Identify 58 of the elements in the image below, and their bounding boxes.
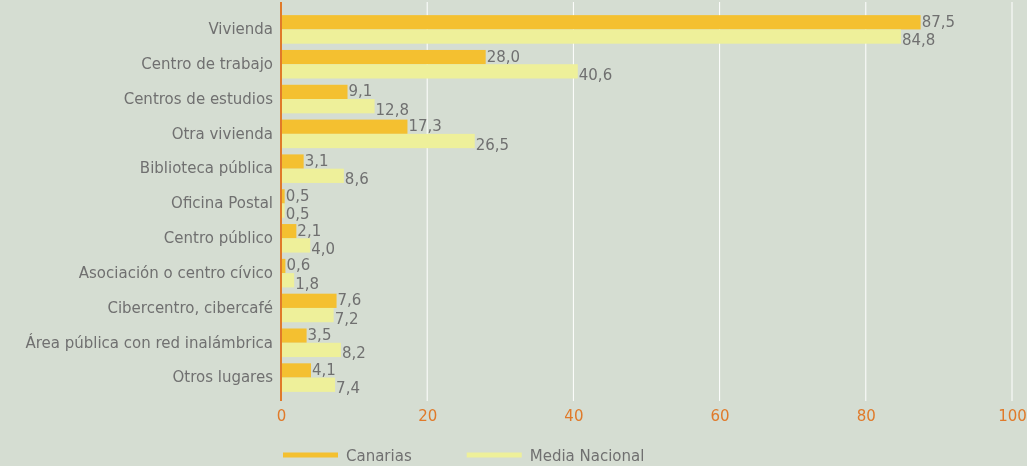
bar <box>281 342 341 358</box>
y-tick-label: Asociación o centro cívico <box>78 263 273 282</box>
data-label: 4,0 <box>311 239 336 258</box>
legend-label: Canarias <box>346 446 412 465</box>
y-tick-label: Vivienda <box>208 20 273 39</box>
data-label: 17,3 <box>408 117 442 136</box>
bar <box>281 328 307 343</box>
data-label: 28,0 <box>486 47 521 66</box>
x-tick-label: 60 <box>710 406 730 425</box>
data-label: 26,5 <box>475 135 510 154</box>
data-label: 2,1 <box>297 221 322 240</box>
bar <box>281 154 304 169</box>
data-label: 0,6 <box>286 256 311 275</box>
data-label: 0,5 <box>285 205 310 224</box>
y-tick-label: Área pública con red inalámbrica <box>25 332 273 352</box>
bar <box>281 84 348 100</box>
bar <box>281 168 344 183</box>
data-label: 7,4 <box>336 379 360 398</box>
x-tick-label: 0 <box>276 406 287 425</box>
bar <box>281 119 408 134</box>
data-label: 7,2 <box>334 309 359 328</box>
bar <box>281 238 311 253</box>
y-tick-label: Cibercentro, cibercafé <box>107 298 273 317</box>
data-label: 8,6 <box>344 170 369 189</box>
bar <box>281 64 578 79</box>
data-label: 3,5 <box>307 326 332 345</box>
data-label: 87,5 <box>921 12 956 31</box>
y-tick-label: Otra vivienda <box>171 124 273 143</box>
y-tick-label: Biblioteca pública <box>139 159 273 178</box>
data-label: 12,8 <box>375 100 409 119</box>
x-tick-label: 40 <box>564 406 584 425</box>
y-tick-label: Oficina Postal <box>171 194 273 213</box>
data-label: 84,8 <box>901 31 936 50</box>
bar <box>281 15 921 30</box>
y-tick-label: Centro de trabajo <box>141 55 273 74</box>
bar <box>281 133 475 149</box>
data-label: 1,8 <box>295 274 320 293</box>
bar <box>281 293 337 308</box>
data-label: 40,6 <box>578 65 613 84</box>
y-tick-label: Centro público <box>163 229 273 248</box>
x-tick-label: 100 <box>998 406 1027 425</box>
bar <box>281 377 336 392</box>
y-tick-label: Centros de estudios <box>123 89 274 108</box>
legend-label: Media Nacional <box>529 446 645 465</box>
y-tick-label: Otros lugares <box>172 368 274 387</box>
x-tick-label: 80 <box>856 406 876 425</box>
bar <box>281 29 901 44</box>
bar <box>281 363 311 378</box>
x-tick-label: 20 <box>418 406 438 425</box>
data-label: 8,2 <box>341 344 366 363</box>
bar <box>281 307 334 323</box>
data-label: 3,1 <box>304 152 329 171</box>
data-label: 0,5 <box>285 186 310 205</box>
data-label: 9,1 <box>348 82 373 101</box>
data-label: 7,6 <box>337 291 362 310</box>
data-label: 4,1 <box>311 360 336 379</box>
bar <box>281 49 486 65</box>
bar <box>281 99 375 114</box>
